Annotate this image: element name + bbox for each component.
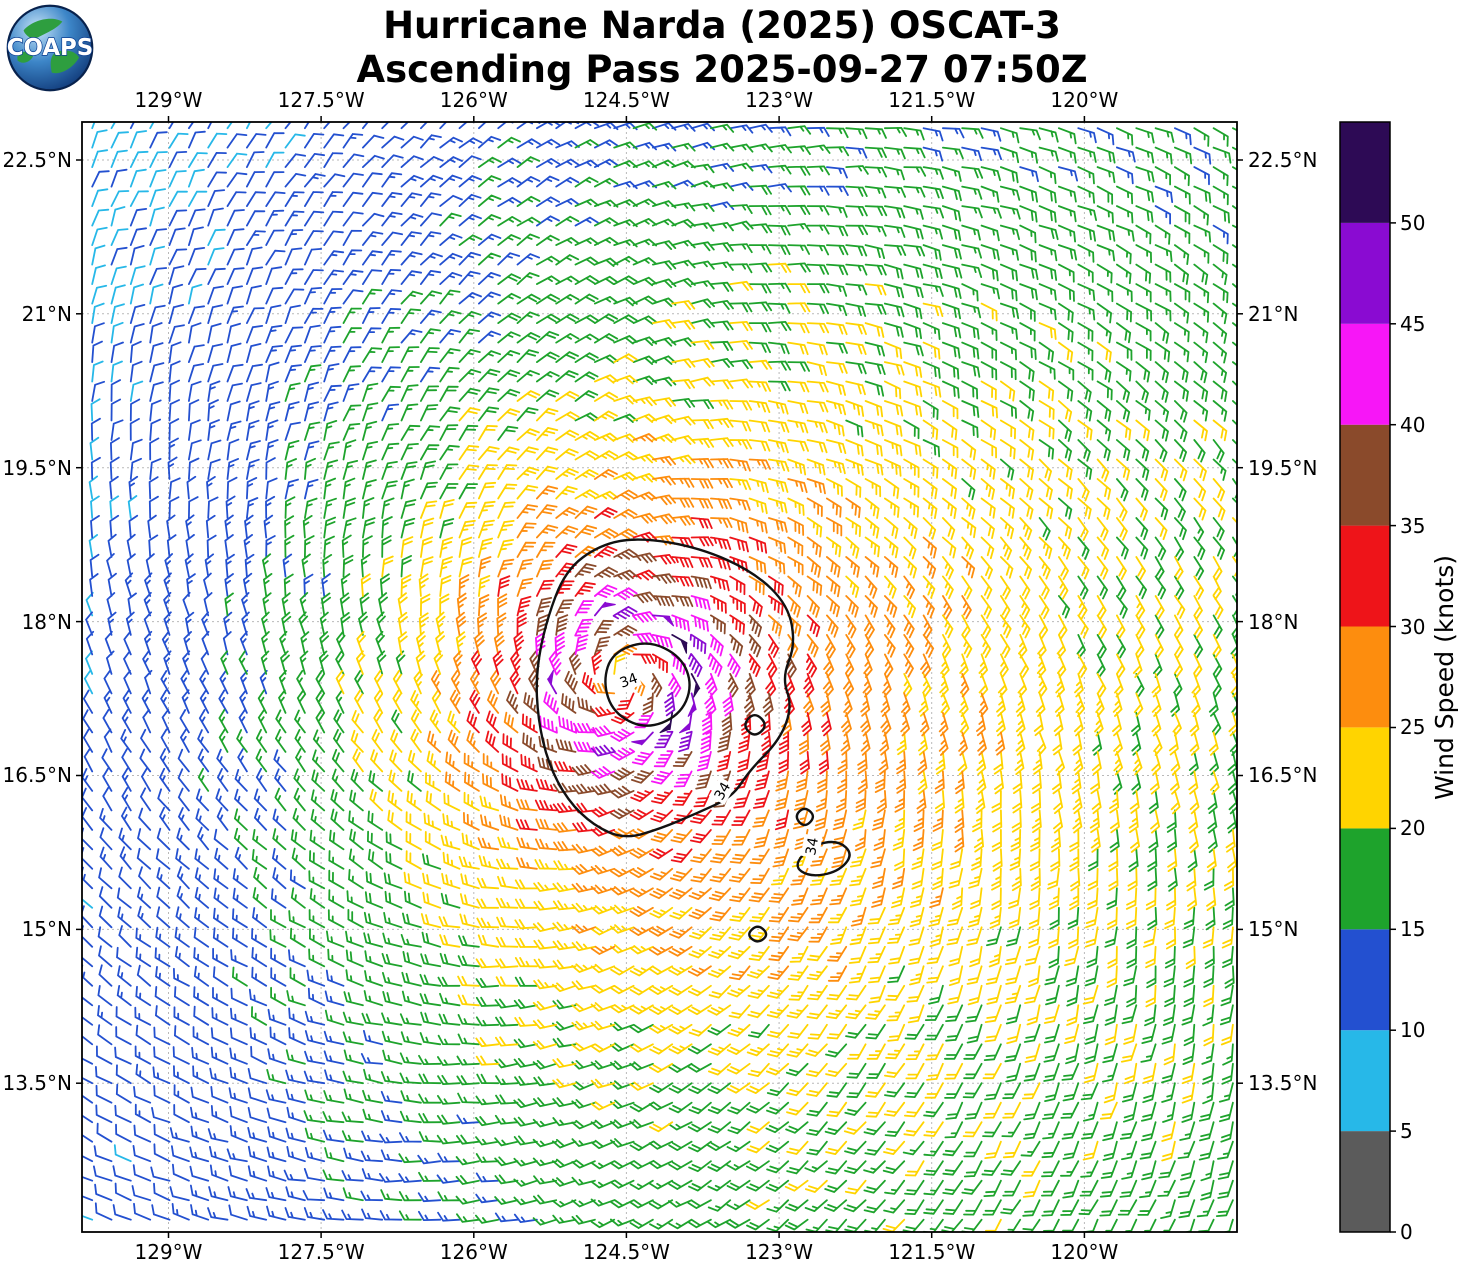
y-tick-label-right: 19.5°N: [1248, 455, 1318, 480]
colorbar-frame: [1339, 121, 1391, 1233]
colorbar-segment: [1340, 626, 1390, 728]
y-tick-label-left: 22.5°N: [2, 147, 73, 172]
contour-label-text: 34: [712, 780, 735, 804]
x-tick-label-bottom: 123°W: [745, 1240, 814, 1264]
colorbar-segment: [1340, 828, 1390, 930]
colorbar-tick-label: 20: [1400, 816, 1426, 841]
colorbar-segment: [1340, 122, 1390, 223]
contour-34kt: [748, 925, 768, 943]
wind-barbs: [506, 548, 797, 820]
globe-land-north: [23, 18, 63, 41]
colorbar-tick-label: 50: [1400, 210, 1426, 235]
y-tick-label-right: 18°N: [1248, 609, 1299, 634]
colorbar-tick-label: 5: [1400, 1119, 1413, 1144]
colorbar-title-wrap: Wind Speed (knots): [1418, 122, 1472, 1232]
y-tick-label-left: 18°N: [21, 609, 72, 634]
y-tick-label-right: 15°N: [1248, 917, 1299, 942]
colorbar-tick-label: 40: [1400, 412, 1426, 437]
y-tick-label-right: 21°N: [1248, 301, 1299, 326]
y-tick-label-left: 16.5°N: [2, 763, 73, 788]
x-tick-label-top: 129°W: [134, 88, 203, 112]
y-tick-label-left: 19.5°N: [2, 455, 73, 480]
colorbar-segment: [1340, 222, 1390, 324]
title-line-2: Ascending Pass 2025-09-27 07:50Z: [356, 47, 1088, 91]
contour-label-text: 34: [618, 670, 640, 691]
colorbar-tick-label: 35: [1400, 513, 1426, 538]
colorbar-segment: [1340, 1131, 1390, 1232]
x-tick-label-bottom: 127.5°W: [277, 1240, 365, 1264]
wind-barb-flags: [659, 638, 700, 734]
wind-barbs: [82, 122, 1229, 1223]
coaps-logo: COAPS: [6, 4, 94, 92]
axis-tick-marks: [76, 116, 1243, 1238]
colorbar-tick-label: 30: [1400, 614, 1426, 639]
y-tick-label-left: 13.5°N: [2, 1071, 73, 1096]
coaps-logo-text: COAPS: [7, 35, 94, 61]
globe-land-west: [17, 51, 34, 63]
contour-label-text: 34: [803, 836, 822, 856]
x-tick-label-top: 120°W: [1050, 88, 1119, 112]
x-tick-label-bottom: 121.5°W: [888, 1240, 976, 1264]
y-tick-label-right: 22.5°N: [1248, 147, 1318, 172]
colorbar-tick-label: 25: [1400, 715, 1426, 740]
wind-barbs: [427, 433, 1006, 982]
figure-title: Hurricane Narda (2025) OSCAT-3 Ascending…: [356, 4, 1087, 91]
contour-label-34kt: 34: [615, 667, 642, 693]
colorbar-title: Wind Speed (knots): [1430, 554, 1460, 800]
x-tick-label-top: 124.5°W: [582, 88, 670, 112]
gridlines: [82, 122, 1237, 1232]
title-line-1: Hurricane Narda (2025) OSCAT-3: [383, 4, 1061, 47]
plot-frame: [81, 121, 1238, 1233]
contour-label-34kt: 34: [800, 833, 823, 859]
wind-barbs-layer: [82, 122, 1237, 1232]
colorbar-tick-label: 10: [1400, 1018, 1426, 1043]
x-tick-label-bottom: 124.5°W: [582, 1240, 670, 1264]
contour-34kt: [604, 642, 691, 727]
contour-34kt: [535, 538, 795, 838]
contour-34kt: [744, 714, 766, 736]
x-tick-label-bottom: 120°W: [1050, 1240, 1119, 1264]
wind-barbs: [197, 122, 1237, 1232]
x-tick-label-bottom: 126°W: [439, 1240, 508, 1264]
x-tick-label-top: 123°W: [745, 88, 814, 112]
colorbar: [1339, 121, 1396, 1233]
y-tick-label-right: 13.5°N: [1248, 1071, 1318, 1096]
contour-34kt: [795, 807, 815, 827]
contour-34kt-layer: 34 34 34: [535, 538, 851, 943]
colorbar-tick-label: 0: [1400, 1220, 1413, 1244]
colorbar-segment: [1340, 727, 1390, 829]
y-tick-label-right: 16.5°N: [1248, 763, 1318, 788]
globe-land-south: [50, 50, 80, 74]
x-tick-label-top: 127.5°W: [277, 88, 365, 112]
x-tick-label-bottom: 129°W: [134, 1240, 203, 1264]
coaps-globe-icon: COAPS: [6, 4, 94, 92]
contour-label-34kt: 34: [708, 776, 736, 805]
wind-barb-flags: [547, 602, 697, 745]
wind-barbs: [82, 122, 306, 1221]
colorbar-segment: [1340, 929, 1390, 1031]
colorbar-tick-label: 45: [1400, 311, 1426, 336]
wind-barbs: [547, 601, 707, 757]
wind-barbs: [535, 584, 741, 788]
colorbar-segment: [1340, 525, 1390, 627]
y-tick-label-left: 15°N: [21, 917, 72, 942]
x-tick-label-top: 126°W: [439, 88, 508, 112]
colorbar-segment: [1340, 323, 1390, 425]
wind-barbs: [335, 262, 1237, 1232]
colorbar-segment: [1340, 424, 1390, 526]
contour-34kt: [796, 840, 851, 877]
x-tick-label-top: 121.5°W: [888, 88, 976, 112]
y-tick-label-left: 21°N: [21, 301, 72, 326]
colorbar-segment: [1340, 1030, 1390, 1132]
colorbar-tick-label: 15: [1400, 917, 1426, 942]
